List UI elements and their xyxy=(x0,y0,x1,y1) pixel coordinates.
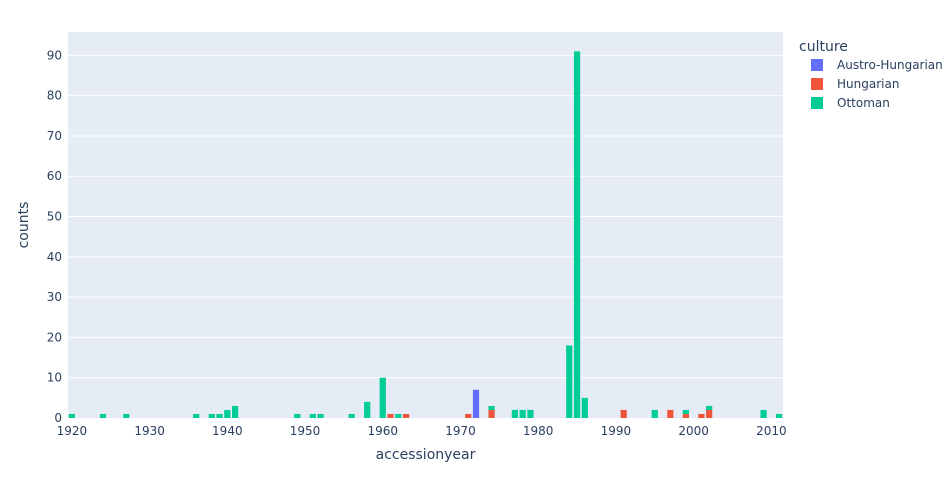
bar-ottoman-2011[interactable] xyxy=(776,413,783,418)
x-tick-label: 1920 xyxy=(57,424,88,438)
bar-ottoman-1924[interactable] xyxy=(99,413,107,418)
y-axis-title: counts xyxy=(16,202,32,249)
bar-ottoman-1960[interactable] xyxy=(379,377,386,418)
y-tick-label: 20 xyxy=(47,330,62,344)
bar-ottoman-1936[interactable] xyxy=(193,413,200,418)
y-tick-label: 60 xyxy=(47,169,62,183)
x-tick-label: 1960 xyxy=(367,424,398,438)
legend-swatch xyxy=(811,78,823,90)
y-tick-label: 10 xyxy=(47,371,62,385)
y-tick-label: 50 xyxy=(47,210,62,224)
bar-ottoman-1956[interactable] xyxy=(348,413,355,418)
y-tick-label: 70 xyxy=(47,129,62,143)
bar-hungarian-1961[interactable] xyxy=(387,413,394,418)
bar-austro-hungarian-1972[interactable] xyxy=(472,389,480,418)
bar-hungarian-1963[interactable] xyxy=(402,413,410,418)
bar-ottoman-1951[interactable] xyxy=(309,413,316,418)
bars xyxy=(68,51,783,418)
x-axis-title: accessionyear xyxy=(376,447,476,463)
bar-ottoman-1927[interactable] xyxy=(123,413,130,418)
bar-ottoman-1949[interactable] xyxy=(294,413,301,418)
bar-ottoman-1978[interactable] xyxy=(519,409,526,418)
legend-title: culture xyxy=(799,39,848,55)
x-tick-label: 1930 xyxy=(134,424,165,438)
legend-label[interactable]: Hungarian xyxy=(837,77,899,91)
bar-ottoman-1995[interactable] xyxy=(651,409,658,418)
bar-ottoman-1939[interactable] xyxy=(216,413,223,418)
plot-background xyxy=(68,32,783,418)
x-tick-label: 2010 xyxy=(756,424,787,438)
bar-ottoman-1985[interactable] xyxy=(573,51,581,418)
bar-ottoman-1941[interactable] xyxy=(231,405,239,418)
bar-hungarian-1971[interactable] xyxy=(465,413,472,418)
bar-hungarian-2002[interactable] xyxy=(706,409,713,418)
x-tick-label: 1980 xyxy=(523,424,554,438)
bar-ottoman-1938[interactable] xyxy=(208,413,215,418)
x-tick-label: 2000 xyxy=(678,424,709,438)
y-tick-label: 40 xyxy=(47,250,62,264)
legend-swatch xyxy=(811,59,823,71)
y-tick-label: 0 xyxy=(54,411,62,425)
gridlines xyxy=(68,54,783,379)
y-tick-label: 80 xyxy=(47,89,62,103)
bar-ottoman-1940[interactable] xyxy=(224,409,231,418)
bar-ottoman-1962[interactable] xyxy=(395,413,402,418)
x-tick-label: 1990 xyxy=(601,424,632,438)
x-tick-label: 1970 xyxy=(445,424,476,438)
y-axis-ticks: 0 10 20 30 40 50 60 70 80 90 xyxy=(47,48,62,425)
bar-hungarian-2001[interactable] xyxy=(698,413,705,418)
bar-ottoman-1952[interactable] xyxy=(317,413,324,418)
bar-ottoman-1979[interactable] xyxy=(527,409,534,418)
y-tick-label: 90 xyxy=(47,48,62,62)
bar-ottoman-1986[interactable] xyxy=(581,397,588,418)
legend-items: Austro-Hungarian Hungarian Ottoman xyxy=(811,58,943,110)
legend: culture Austro-Hungarian Hungarian Ottoman xyxy=(799,39,943,110)
bar-ottoman-1977[interactable] xyxy=(511,409,518,418)
bar-hungarian-1997[interactable] xyxy=(667,409,674,418)
bar-hungarian-1991[interactable] xyxy=(620,409,627,418)
bar-ottoman-1984[interactable] xyxy=(566,345,573,418)
x-axis-ticks: 1920 1930 1940 1950 1960 1970 1980 1990 2000 2010 xyxy=(57,424,787,438)
x-tick-label: 1950 xyxy=(290,424,321,438)
bar-ottoman-1999[interactable] xyxy=(682,409,689,414)
bar-hungarian-1999[interactable] xyxy=(682,413,689,418)
bar-hungarian-1974[interactable] xyxy=(488,409,495,418)
bar-ottoman-1958[interactable] xyxy=(364,401,371,418)
bar-ottoman-2009[interactable] xyxy=(760,409,767,418)
bar-ottoman-1920[interactable] xyxy=(68,413,75,418)
x-tick-label: 1940 xyxy=(212,424,243,438)
legend-label[interactable]: Austro-Hungarian xyxy=(837,58,943,72)
bar-ottoman-2002[interactable] xyxy=(706,405,713,410)
legend-swatch xyxy=(811,97,823,109)
legend-label[interactable]: Ottoman xyxy=(837,96,890,110)
bar-ottoman-1974[interactable] xyxy=(488,405,495,410)
y-tick-label: 30 xyxy=(47,290,62,304)
